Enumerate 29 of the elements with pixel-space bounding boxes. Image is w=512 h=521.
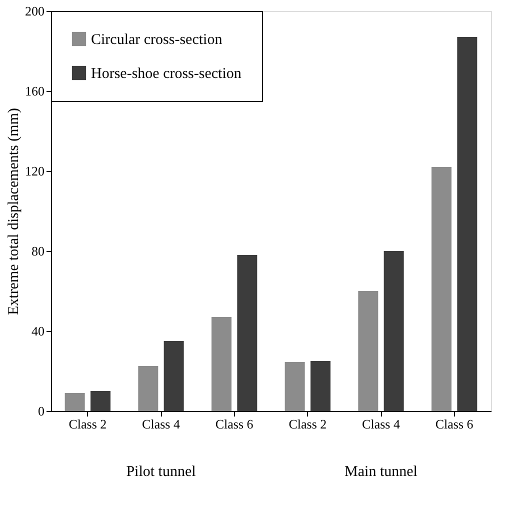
x-tick-label: Class 2: [288, 416, 327, 432]
bar: [64, 393, 85, 411]
y-tick-label: 160: [25, 84, 44, 98]
y-tick-label: 200: [25, 4, 44, 18]
bar: [384, 251, 404, 411]
x-tick-label: Class 4: [362, 416, 400, 432]
legend-label: Circular cross-section: [91, 32, 223, 48]
x-tick-label: Class 2: [68, 416, 107, 432]
bar: [432, 167, 452, 411]
bar: [358, 291, 378, 411]
bar: [284, 362, 305, 411]
bar: [237, 255, 258, 411]
bar: [138, 366, 158, 411]
y-tick-label: 0: [38, 404, 44, 418]
bar: [457, 37, 478, 411]
text: Main tunnel: [344, 464, 418, 480]
y-tick-label: 80: [32, 244, 44, 258]
bar: [310, 361, 330, 411]
bar: [164, 341, 184, 411]
bar: [212, 317, 232, 411]
y-tick-label: 120: [25, 164, 44, 178]
x-tick-label: Class 6: [215, 416, 254, 432]
y-tick-label: 40: [32, 324, 44, 338]
bar: [90, 391, 110, 411]
x-tick-label: Class 6: [435, 416, 474, 432]
text: Pilot tunnel: [126, 464, 196, 480]
legend-label: Horse-shoe cross-section: [91, 66, 242, 82]
y-axis-title: Extreme total displacements (mm): [6, 108, 22, 316]
x-tick-label: Class 4: [142, 416, 180, 432]
